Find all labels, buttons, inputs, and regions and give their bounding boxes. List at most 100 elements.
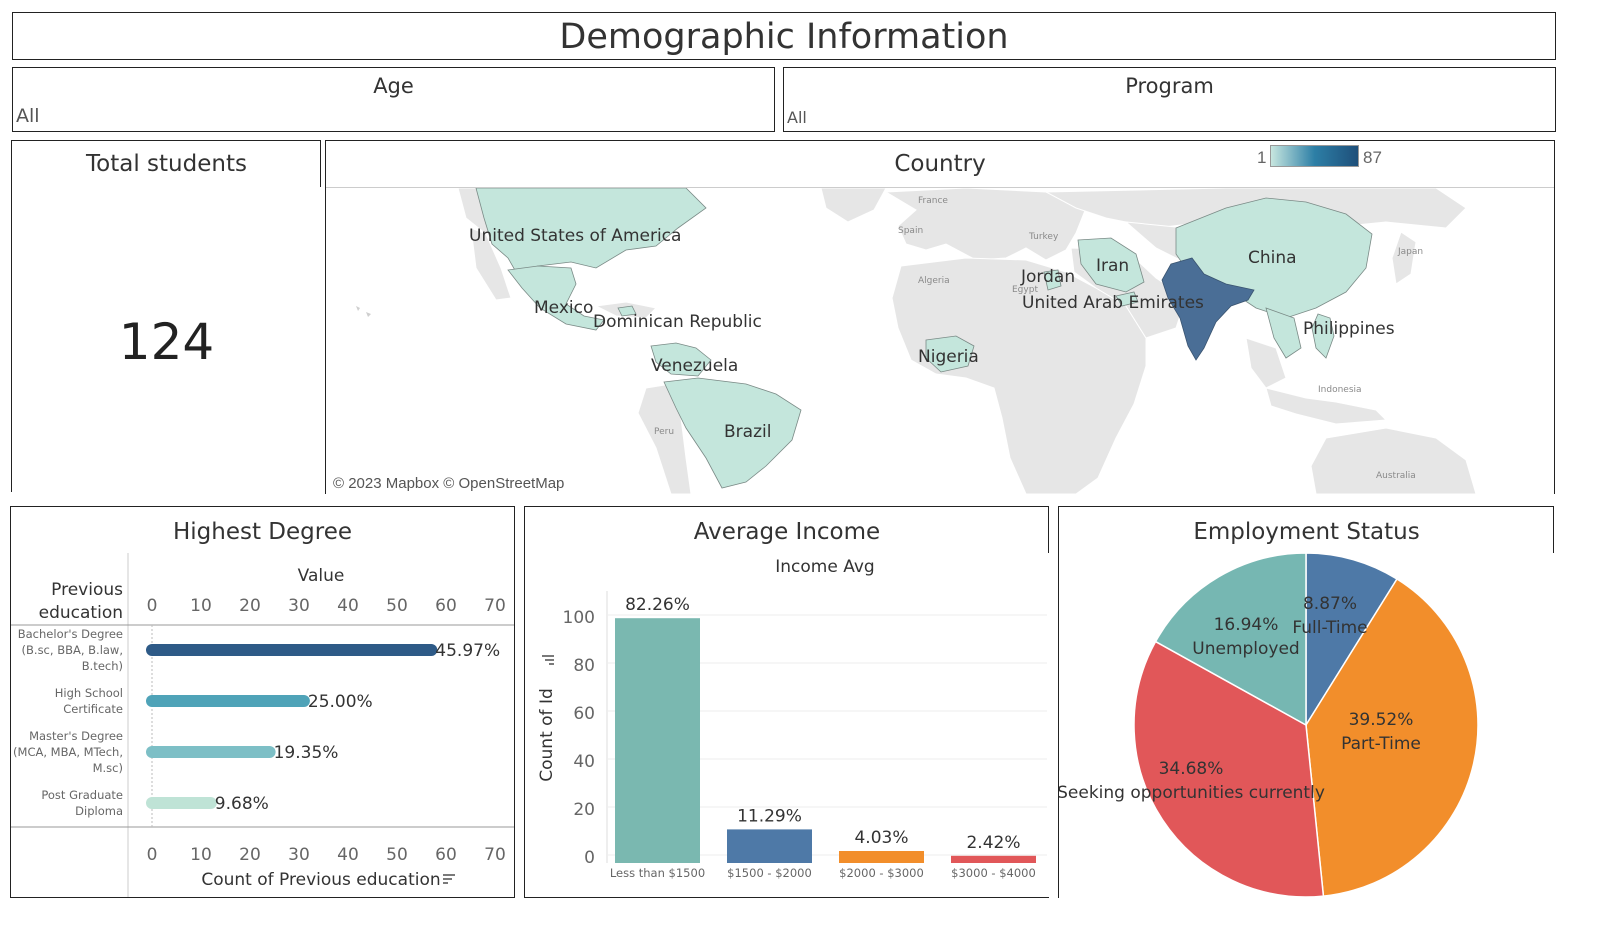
category-label-0-0: Bachelor's Degree [18,627,123,641]
income-bar-3[interactable] [951,855,1036,863]
program-filter-label: Program [1125,74,1214,98]
top-tick-0: 0 [147,596,158,616]
pie-pct-0: 8.87% [1303,594,1357,614]
philippines-shape [1311,313,1335,359]
japan-shape [1391,231,1417,285]
sort-icon[interactable] [443,874,455,884]
pie-label-3: Unemployed [1192,639,1299,659]
map-legend-max: 87 [1363,148,1382,167]
map-legend-min: 1 [1257,148,1267,167]
y-axis-title: Count of Id [537,688,557,781]
total-students-title: Total students [86,151,247,177]
bottom-tick-10: 10 [190,845,212,865]
income-bar-label-2: 4.03% [854,828,908,848]
southeast-asia-shape [1245,337,1287,389]
category-label-2-1: (MCA, MBA, MTech, [13,745,123,759]
income-category-2: $2000 - $3000 [839,866,924,880]
pie-slice-0[interactable] [1305,553,1398,728]
total-students-panel: Total students 124 [11,140,321,492]
category-label-0-2: B.tech) [82,659,123,673]
map-label-turkey: Turkey [1028,232,1059,242]
income-bar-1[interactable] [727,829,812,863]
row-header-line-1: Previous [51,580,123,600]
income-bar-label-1: 11.29% [737,806,802,826]
bottom-tick-70: 70 [484,845,506,865]
map-label-algeria: Algeria [918,276,950,286]
top-tick-30: 30 [288,596,310,616]
income-bar-label-0: 82.26% [625,595,690,615]
nigeria-shape [925,335,975,373]
y-sort-icon[interactable] [542,655,554,665]
hawaii-shape [356,306,371,317]
map-label-iran: Iran [1096,256,1129,276]
income-category-1: $1500 - $2000 [727,866,812,880]
bottom-tick-30: 30 [288,845,310,865]
degree-bar-label-1: 25.00% [308,692,373,712]
map-label-france: France [918,196,948,206]
map-label-jordan: Jordan [1020,267,1075,287]
category-label-2-2: M.sc) [93,761,123,775]
row-header-line-2: education [39,603,123,623]
degree-bar-label-0: 45.97% [435,641,500,661]
pie-pct-3: 16.94% [1214,615,1279,635]
top-tick-60: 60 [435,596,457,616]
north-america-west-shape [470,227,512,301]
map-label-egypt: Egypt [1012,285,1038,295]
income-category-3: $3000 - $4000 [951,866,1036,880]
income-subtitle: Income Avg [775,557,874,577]
map-label-venezuela: Venezuela [651,356,738,376]
map-label-dominican-republic: Dominican Republic [593,312,762,332]
highest-degree-title: Highest Degree [172,519,353,545]
country-map-panel: Country 1 87 [325,140,1555,494]
income-bar-label-3: 2.42% [966,833,1020,853]
dominican-republic-shape [617,305,637,317]
degree-bar-label-2: 19.35% [274,743,339,763]
brazil-shape [663,377,802,489]
usa-shape [475,188,707,273]
category-label-0-1: (B.sc, BBA, B.law, [22,643,123,657]
country-map-title: Country [894,151,986,177]
pie-slice-3[interactable] [1154,553,1307,727]
income-tick-40: 40 [573,752,595,772]
category-label-3-1: Diploma [75,804,123,818]
pie-slice-1[interactable] [1305,577,1479,897]
axis-title-top: Value [298,566,345,586]
employment-status-title: Employment Status [1193,519,1420,545]
uae-shape [1115,291,1139,307]
highest-degree-chart: Previous education Value 0 10 20 30 40 50 60 70… [11,553,514,897]
income-bar-0[interactable] [615,618,700,863]
degree-bar-label-3: 9.68% [215,794,269,814]
pie-label-0: Full-Time [1292,618,1367,638]
pie-pct-2: 34.68% [1159,759,1224,779]
pie-label-2: Seeking opportunities currently [1059,783,1325,803]
map-attribution: © 2023 Mapbox © OpenStreetMap [330,474,568,493]
program-filter-value[interactable]: All [787,108,807,127]
map-label-japan: Japan [1397,247,1423,257]
bottom-tick-0: 0 [147,845,158,865]
category-label-1-0: High School [55,686,123,700]
dashboard-title-box: Demographic Information [12,12,1556,60]
greenland-shape [820,188,887,223]
age-filter[interactable]: Age All [12,67,775,132]
bottom-tick-40: 40 [337,845,359,865]
world-map[interactable]: France Spain Turkey Algeria Egypt Japan … [326,188,1554,494]
category-label-3-0: Post Graduate [41,788,123,802]
highest-degree-panel: Highest Degree Previous education Value … [10,506,515,898]
australia-shape [1310,427,1477,494]
income-tick-80: 80 [573,656,595,676]
program-filter[interactable]: Program All [783,67,1556,132]
x-axis-title: Count of Previous education [201,870,440,890]
age-filter-value[interactable]: All [16,105,40,127]
average-income-title: Average Income [693,519,881,545]
age-filter-label: Age [373,74,414,98]
top-tick-10: 10 [190,596,212,616]
map-label-mexico: Mexico [534,298,593,318]
income-bar-2[interactable] [839,851,924,863]
total-students-value: 124 [118,313,215,371]
pie-slice-2[interactable] [1133,640,1325,897]
bottom-tick-60: 60 [435,845,457,865]
income-tick-100: 100 [563,608,595,628]
average-income-panel: Average Income Income Avg Count of Id 0 2… [524,506,1049,898]
top-tick-50: 50 [386,596,408,616]
category-label-1-1: Certificate [63,702,123,716]
